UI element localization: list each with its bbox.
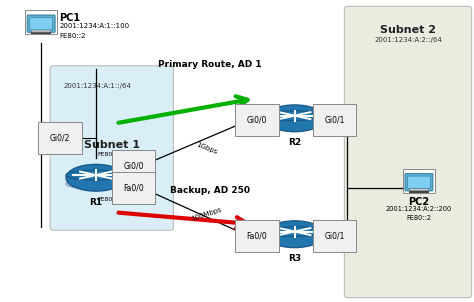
FancyBboxPatch shape <box>32 30 51 32</box>
Ellipse shape <box>265 105 325 132</box>
Text: Gi0/1: Gi0/1 <box>324 116 345 125</box>
Text: FE80::2: FE80::2 <box>59 33 85 39</box>
Ellipse shape <box>265 111 325 120</box>
Text: PC2: PC2 <box>409 197 429 207</box>
Text: PC1: PC1 <box>59 13 80 23</box>
Ellipse shape <box>265 120 325 130</box>
Ellipse shape <box>265 226 325 236</box>
FancyBboxPatch shape <box>405 174 433 191</box>
Ellipse shape <box>66 179 126 189</box>
Text: FE80::1: FE80::1 <box>98 153 121 157</box>
Text: 2001:1234:A:2::/64: 2001:1234:A:2::/64 <box>374 37 442 43</box>
Text: 1Gbps: 1Gbps <box>195 141 218 155</box>
Text: FE80::2: FE80::2 <box>245 132 269 137</box>
Text: Subnet 2: Subnet 2 <box>380 25 436 35</box>
Text: Fa0/0: Fa0/0 <box>246 232 267 241</box>
Text: Gi0/1: Gi0/1 <box>324 232 345 241</box>
FancyBboxPatch shape <box>50 66 173 230</box>
Text: R2: R2 <box>288 138 301 147</box>
Text: FE80::1: FE80::1 <box>98 197 121 202</box>
Text: 2001:1234:A:1::100: 2001:1234:A:1::100 <box>59 23 129 29</box>
FancyBboxPatch shape <box>27 15 55 32</box>
Text: FE80::2: FE80::2 <box>406 215 431 221</box>
Text: Backup, AD 250: Backup, AD 250 <box>170 186 250 194</box>
FancyBboxPatch shape <box>410 188 428 191</box>
FancyBboxPatch shape <box>25 10 57 34</box>
Text: 2001:1234:A:2::200: 2001:1234:A:2::200 <box>386 207 452 213</box>
Ellipse shape <box>265 236 325 245</box>
Ellipse shape <box>66 170 126 180</box>
Ellipse shape <box>265 221 325 248</box>
Text: Gi0/0: Gi0/0 <box>246 116 267 125</box>
Text: Subnet 1: Subnet 1 <box>84 140 140 150</box>
Text: R3: R3 <box>288 254 301 263</box>
FancyBboxPatch shape <box>345 6 472 298</box>
Text: 2001:1234:A:1::/64: 2001:1234:A:1::/64 <box>63 83 131 88</box>
FancyBboxPatch shape <box>30 18 53 30</box>
FancyBboxPatch shape <box>403 169 435 193</box>
Text: Primary Route, AD 1: Primary Route, AD 1 <box>158 60 262 69</box>
Text: Gi0/2: Gi0/2 <box>50 133 70 143</box>
Text: FE80::2: FE80::2 <box>245 248 269 253</box>
Text: Fa0/0: Fa0/0 <box>123 183 144 192</box>
Text: Gi0/0: Gi0/0 <box>123 161 144 170</box>
Ellipse shape <box>66 164 126 191</box>
Text: R1: R1 <box>89 198 102 207</box>
Text: 100Mbps: 100Mbps <box>190 207 222 222</box>
FancyBboxPatch shape <box>408 176 430 188</box>
